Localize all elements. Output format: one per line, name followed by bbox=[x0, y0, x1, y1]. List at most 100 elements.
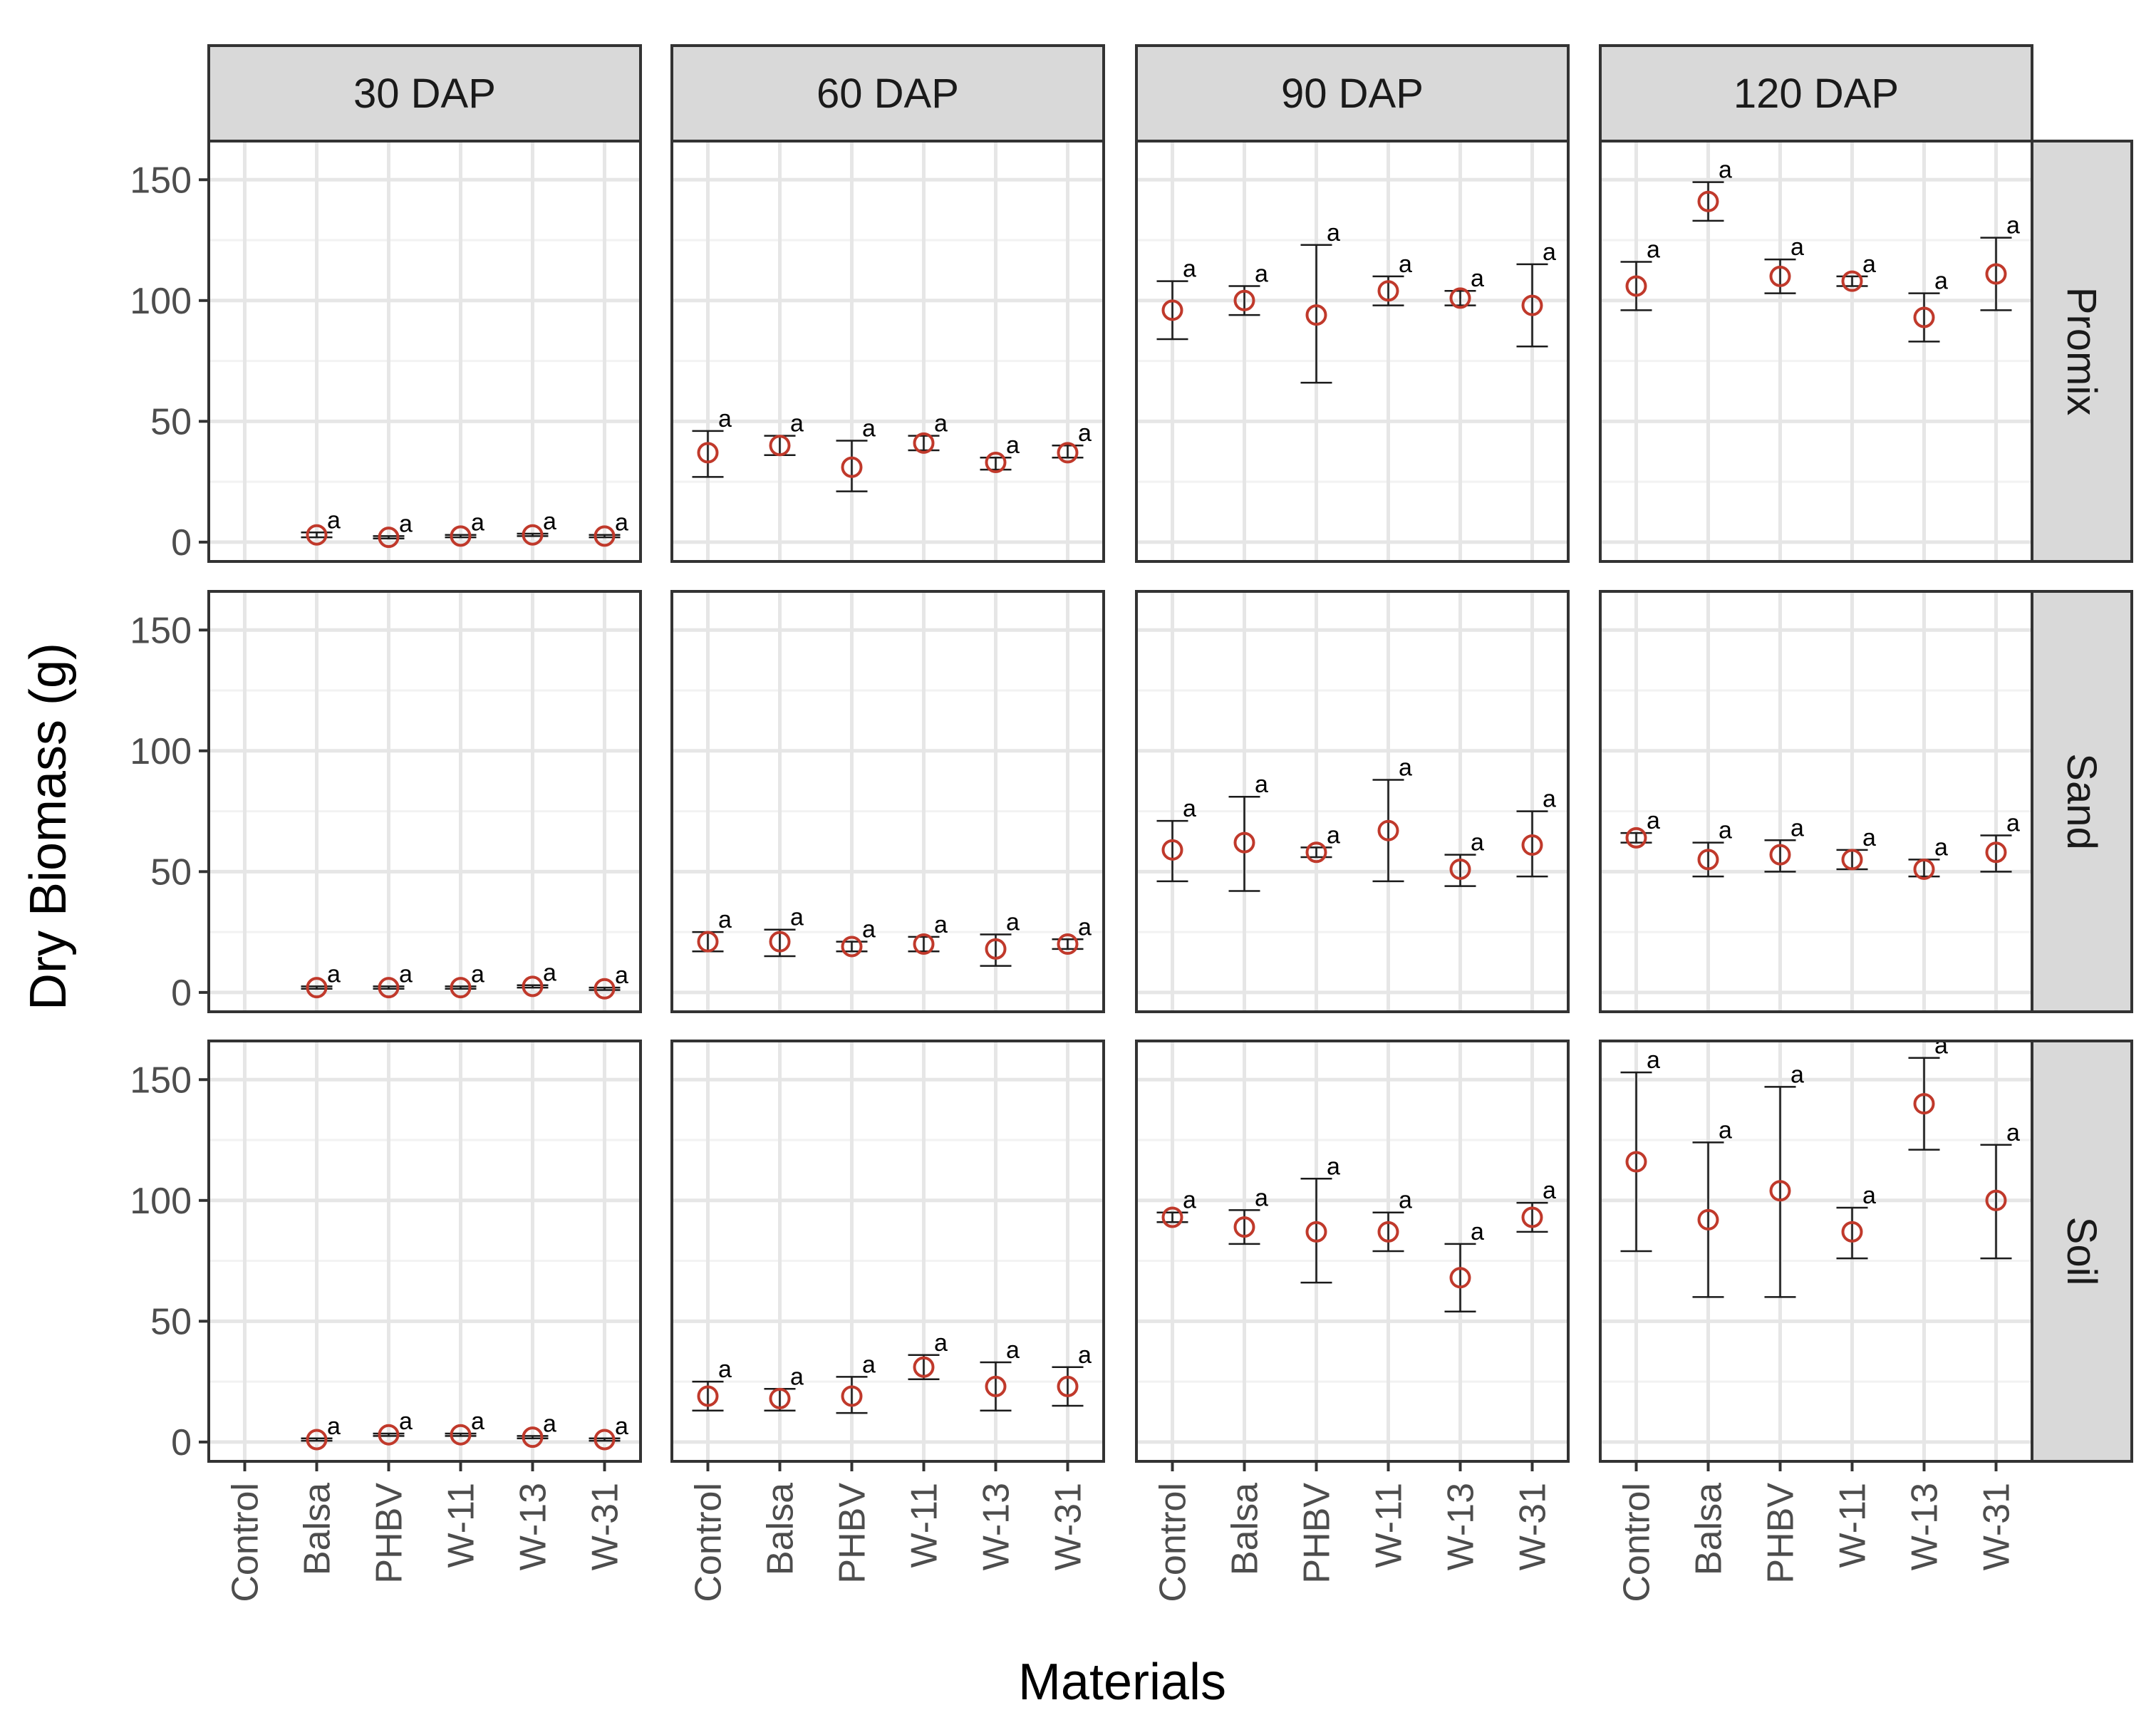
point-w-11 bbox=[1841, 849, 1863, 871]
sig-label-control: a bbox=[718, 906, 732, 933]
strip-30-dap: 30 DAP bbox=[207, 44, 642, 143]
point-w-13 bbox=[522, 1426, 544, 1449]
point-control bbox=[1625, 275, 1647, 297]
sig-label-w-11: a bbox=[471, 1408, 484, 1435]
point-w-11 bbox=[450, 977, 472, 999]
sig-label-balsa: a bbox=[1719, 817, 1732, 844]
y-tick-label: 150 bbox=[130, 610, 192, 651]
sig-label-w-31: a bbox=[2006, 212, 2020, 239]
point-w-13 bbox=[1449, 287, 1471, 309]
point-phbv bbox=[378, 1424, 400, 1446]
sig-label-w-11: a bbox=[934, 1330, 948, 1357]
y-tick-label: 50 bbox=[150, 851, 192, 893]
sig-label-w-31: a bbox=[1543, 1177, 1556, 1204]
sig-label-phbv: a bbox=[862, 916, 876, 943]
strip-label: 90 DAP bbox=[1281, 71, 1424, 117]
sig-label-w-13: a bbox=[1006, 1337, 1020, 1364]
sig-label-control: a bbox=[1647, 807, 1660, 834]
panel-border bbox=[1135, 1040, 1570, 1463]
point-phbv bbox=[1769, 844, 1791, 866]
sig-label-w-31: a bbox=[615, 1413, 628, 1440]
sig-label-balsa: a bbox=[327, 507, 341, 534]
point-w-31 bbox=[1521, 834, 1543, 856]
point-control bbox=[1625, 827, 1647, 849]
point-w-11 bbox=[913, 432, 935, 454]
strip-label: Sand bbox=[2058, 753, 2105, 849]
panel-border bbox=[1135, 590, 1570, 1013]
panel-promix-120-dap: a a a a a a bbox=[1599, 140, 2033, 563]
x-tick-label: W-11 bbox=[441, 1483, 482, 1568]
sig-label-w-31: a bbox=[1543, 786, 1556, 813]
strip-label: 30 DAP bbox=[353, 71, 496, 117]
point-w-13 bbox=[985, 451, 1007, 473]
panel-background bbox=[209, 141, 641, 561]
point-control bbox=[1161, 299, 1183, 321]
strips-layer: 30 DAP 60 DAP 90 DAP 120 DAP Promix Sand Soil bbox=[207, 44, 2133, 1463]
point-w-11 bbox=[1841, 270, 1863, 292]
panel-background bbox=[209, 1041, 641, 1461]
panel-sand-90-dap: a a a a a a bbox=[1135, 590, 1570, 1013]
sig-label-w-13: a bbox=[1471, 829, 1484, 856]
strip-box bbox=[1599, 44, 2033, 143]
sig-label-w-31: a bbox=[2006, 1119, 2020, 1146]
strip-label: Promix bbox=[2058, 287, 2105, 415]
sig-label-balsa: a bbox=[1255, 1184, 1268, 1211]
sig-label-control: a bbox=[1647, 1047, 1660, 1074]
sig-label-w-13: a bbox=[543, 508, 556, 535]
panel-sand-120-dap: a a a a a a bbox=[1599, 590, 2033, 1013]
sig-label-phbv: a bbox=[399, 960, 413, 988]
sig-label-w-13: a bbox=[1006, 432, 1020, 459]
strip-label: 60 DAP bbox=[817, 71, 959, 117]
sig-label-phbv: a bbox=[1790, 1061, 1804, 1088]
point-w-31 bbox=[594, 525, 616, 547]
sig-label-w-31: a bbox=[1543, 239, 1556, 266]
panel-background bbox=[209, 591, 641, 1012]
sig-label-w-31: a bbox=[615, 509, 628, 537]
sig-label-balsa: a bbox=[327, 960, 341, 988]
point-w-13 bbox=[985, 1375, 1007, 1397]
x-tick-label: W-31 bbox=[585, 1483, 626, 1570]
sig-label-balsa: a bbox=[1255, 260, 1268, 287]
sig-label-w-13: a bbox=[1471, 1218, 1484, 1245]
sig-label-phbv: a bbox=[399, 510, 413, 537]
y-tick-label: 50 bbox=[150, 401, 192, 442]
point-w-31 bbox=[1521, 1206, 1543, 1228]
panel-background bbox=[1600, 591, 2032, 1012]
point-w-11 bbox=[1841, 1221, 1863, 1243]
point-phbv bbox=[1769, 265, 1791, 287]
point-w-13 bbox=[985, 938, 1007, 960]
sig-label-w-13: a bbox=[1934, 1032, 1948, 1059]
point-control bbox=[697, 1385, 719, 1407]
point-w-13 bbox=[1913, 1093, 1935, 1115]
point-w-31 bbox=[1985, 1189, 2007, 1211]
y-tick-label: 100 bbox=[130, 281, 192, 322]
sig-label-w-11: a bbox=[1399, 251, 1412, 278]
panel-border bbox=[207, 1040, 642, 1463]
x-tick-label: Control bbox=[688, 1483, 730, 1602]
x-tick-label: W-11 bbox=[1369, 1483, 1410, 1568]
point-balsa bbox=[306, 977, 328, 999]
x-tick-label: W-31 bbox=[1048, 1483, 1089, 1570]
panel-background bbox=[672, 1041, 1104, 1461]
point-w-11 bbox=[913, 1356, 935, 1378]
point-phbv bbox=[378, 977, 400, 999]
strip-label: Soil bbox=[2058, 1217, 2105, 1286]
point-balsa bbox=[1233, 289, 1255, 311]
point-w-31 bbox=[594, 1429, 616, 1451]
x-tick-label: W-11 bbox=[1833, 1483, 1874, 1568]
sig-label-control: a bbox=[1647, 237, 1660, 264]
point-w-13 bbox=[1449, 1267, 1471, 1289]
point-phbv bbox=[1305, 304, 1327, 326]
panel-promix-60-dap: a a a a a a bbox=[670, 140, 1105, 563]
sig-label-w-31: a bbox=[1078, 913, 1092, 941]
point-balsa bbox=[769, 931, 791, 953]
axes-layer: 0 50 100 150 0 50 100 150 0 50 100 150 Control Balsa P… bbox=[130, 160, 2017, 1602]
sig-label-w-13: a bbox=[1471, 265, 1484, 292]
y-tick-label: 100 bbox=[130, 1181, 192, 1222]
point-w-31 bbox=[1057, 933, 1079, 955]
